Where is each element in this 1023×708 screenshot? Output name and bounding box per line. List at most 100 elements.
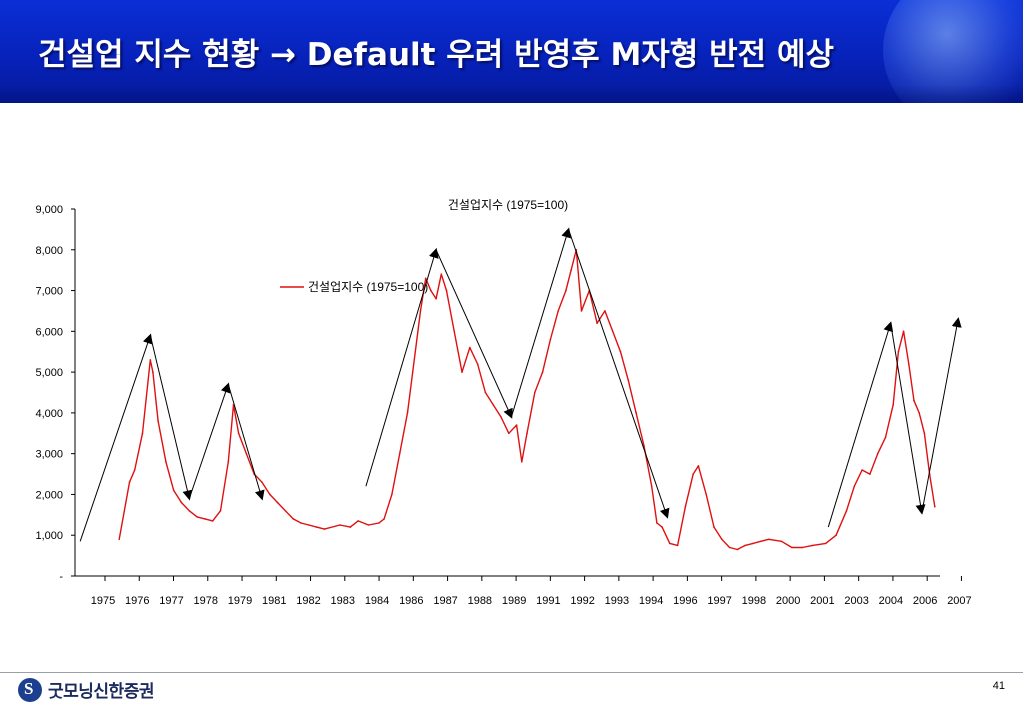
series-point — [118, 538, 120, 541]
series-point — [308, 524, 310, 526]
series-point — [728, 546, 731, 549]
trend-arrow — [188, 382, 231, 499]
page-number: 41 — [992, 680, 1005, 692]
series-point — [445, 289, 448, 292]
series-point — [219, 510, 222, 512]
series-point — [367, 524, 370, 526]
chart-title: 건설업지수 (1975=100) — [448, 198, 568, 212]
x-tick-label: 1984 — [365, 595, 389, 607]
series-point — [604, 310, 606, 312]
y-tick-label: - — [59, 571, 63, 583]
series-point — [284, 510, 287, 512]
title-banner: 건설업 지수 현황 → Default 우려 반영후 M자형 반전 예상 — [0, 0, 1023, 103]
series-point — [500, 416, 502, 418]
series-point — [276, 501, 279, 504]
series-point — [934, 505, 936, 508]
page-title: 건설업 지수 현황 → Default 우려 반영후 M자형 반전 예상 — [38, 37, 834, 73]
series-point — [461, 371, 463, 373]
y-tick-label: 2,000 — [35, 489, 63, 501]
series-point — [469, 346, 471, 349]
series-point — [323, 528, 326, 530]
series-point — [435, 297, 437, 300]
series-point — [172, 489, 175, 492]
series-point — [676, 544, 679, 547]
series-point — [744, 544, 746, 547]
x-tick-label: 1989 — [502, 595, 526, 607]
x-tick-label: 1996 — [673, 595, 697, 607]
series-point — [801, 546, 804, 549]
series-point — [845, 510, 848, 512]
series-point — [339, 524, 341, 526]
series-point — [526, 432, 528, 435]
trend-arrow — [568, 229, 670, 519]
series-point — [383, 518, 385, 520]
y-tick-label: 3,000 — [35, 449, 63, 461]
series-point — [157, 420, 159, 422]
series-point — [152, 371, 154, 373]
series-point — [736, 548, 739, 551]
series-point — [635, 412, 637, 414]
series-point — [521, 461, 523, 463]
x-tick-label: 1991 — [536, 595, 560, 607]
series-point — [419, 310, 422, 312]
series-point — [269, 493, 271, 496]
series-point — [292, 518, 295, 520]
series-point — [876, 452, 879, 455]
x-tick-label: 1976 — [125, 595, 149, 607]
series-point — [398, 452, 401, 455]
x-tick-label: 1982 — [296, 595, 320, 607]
x-tick-label: 2006 — [913, 595, 937, 607]
x-tick-label: 1986 — [399, 595, 423, 607]
series-point — [570, 269, 572, 271]
trend-arrow — [827, 321, 894, 528]
series-point — [643, 444, 645, 447]
series-point — [713, 526, 715, 528]
x-tick-label: 1992 — [570, 595, 594, 607]
x-tick-label: 1977 — [159, 595, 183, 607]
x-tick-label: 1988 — [468, 595, 492, 607]
series-point — [557, 310, 559, 312]
series-point — [237, 432, 240, 435]
series-point — [565, 289, 567, 292]
series-point — [697, 465, 700, 467]
series-point — [300, 522, 302, 524]
series-point — [549, 338, 552, 341]
series-point — [378, 522, 380, 524]
series-point — [492, 403, 495, 406]
series-point — [661, 526, 663, 528]
x-tick-label: 1994 — [639, 595, 663, 607]
series-point — [534, 391, 536, 394]
series-point — [705, 493, 707, 496]
series-point — [780, 540, 783, 543]
series-point — [453, 330, 456, 333]
series-point — [897, 350, 900, 353]
series-point — [656, 522, 658, 524]
series-point — [611, 330, 614, 333]
x-tick-label: 1978 — [194, 595, 218, 607]
series-point — [515, 424, 518, 426]
x-tick-label: 1981 — [262, 595, 286, 607]
x-tick-label: 1987 — [433, 595, 457, 607]
series-point — [391, 493, 393, 496]
x-tick-label: 1998 — [742, 595, 766, 607]
series-point — [227, 461, 230, 463]
x-tick-label: 1993 — [605, 595, 629, 607]
series-line — [118, 249, 936, 551]
series-point — [791, 546, 793, 549]
y-tick-label: 4,000 — [35, 408, 63, 420]
trend-arrow — [921, 317, 962, 513]
series-point — [692, 473, 694, 475]
series-point — [204, 518, 206, 520]
series-point — [892, 403, 894, 406]
series-point — [923, 432, 926, 435]
company-name: 굿모닝신한증권 — [48, 682, 154, 702]
logo-icon — [18, 677, 42, 702]
series-point — [133, 469, 136, 471]
series-point — [869, 473, 871, 475]
series-point — [918, 412, 920, 414]
trend-arrow — [227, 384, 265, 501]
series-point — [261, 481, 263, 484]
x-tick-label: 1997 — [707, 595, 731, 607]
construction-index-chart: - 1,000 2,000 3,000 4,000 5,000 6,000 7,000 8,00… — [35, 198, 971, 607]
series-point — [861, 469, 863, 471]
